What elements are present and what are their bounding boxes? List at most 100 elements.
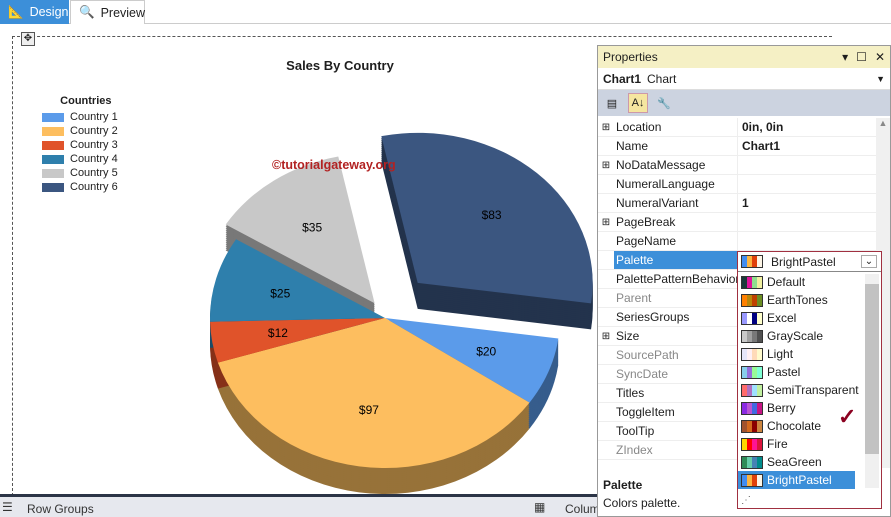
property-row[interactable]: ⊞ NoDataMessage xyxy=(598,156,876,175)
chevron-down-icon: ▼ xyxy=(876,73,885,84)
palette-swatch xyxy=(741,419,763,433)
palette-dropdown[interactable]: BrightPastel ⌄ Default EarthTones Excel Gra… xyxy=(737,251,882,509)
spacer xyxy=(598,137,614,155)
pie-slice[interactable] xyxy=(210,318,385,363)
palette-swatch xyxy=(741,437,763,451)
spacer xyxy=(598,251,614,269)
legend-item: Country 4 xyxy=(42,152,118,166)
pie-slice[interactable] xyxy=(217,318,530,468)
property-value[interactable] xyxy=(738,232,876,250)
property-row[interactable]: NumeralLanguage xyxy=(598,175,876,194)
maximize-icon[interactable]: ☐ xyxy=(856,50,867,64)
data-label: $25 xyxy=(270,287,290,301)
palette-swatch xyxy=(741,255,763,268)
spacer xyxy=(598,308,614,326)
object-selector[interactable]: Chart1 Chart ▼ xyxy=(598,68,890,90)
property-row[interactable]: Name Chart1 xyxy=(598,137,876,156)
alphabetical-icon[interactable]: A↓ xyxy=(628,93,648,113)
palette-option[interactable]: Berry xyxy=(738,399,881,417)
property-value[interactable]: 1 xyxy=(742,196,749,210)
property-description: Palette Colors palette. xyxy=(598,474,685,514)
palette-option[interactable]: Chocolate xyxy=(738,417,881,435)
spacer xyxy=(598,232,614,250)
object-type: Chart xyxy=(647,71,677,86)
legend-item: Country 1 xyxy=(42,110,118,124)
watermark: ©tutorialgateway.org xyxy=(272,158,396,172)
legend-item: Country 5 xyxy=(42,166,118,180)
palette-option[interactable]: SeaGreen xyxy=(738,453,881,471)
resize-grip-icon[interactable]: ⋰ xyxy=(741,495,751,506)
checkmark-annotation-icon: ✓ xyxy=(838,404,857,429)
tab-design[interactable]: 📐 Design xyxy=(0,0,69,24)
property-pages-icon[interactable]: 🔧 xyxy=(657,97,671,110)
expand-icon[interactable]: ⊞ xyxy=(601,216,611,228)
palette-option[interactable]: Light xyxy=(738,345,881,363)
palette-dropdown-value[interactable]: BrightPastel ⌄ xyxy=(738,252,881,272)
categorized-icon[interactable]: ▤ xyxy=(606,97,618,110)
pie-slice[interactable] xyxy=(385,318,559,403)
property-row[interactable]: ⊞ PageBreak xyxy=(598,213,876,232)
move-handle-icon[interactable]: ✥ xyxy=(21,32,35,46)
dropdown-icon[interactable]: ▾ xyxy=(842,50,849,64)
palette-option[interactable]: Fire xyxy=(738,435,881,453)
expand-icon[interactable]: ⊞ xyxy=(601,159,611,171)
legend-swatch xyxy=(42,168,64,178)
palette-swatch xyxy=(741,275,763,289)
pie-slice[interactable] xyxy=(210,239,385,322)
properties-title: Properties xyxy=(603,50,658,64)
close-icon[interactable]: ✕ xyxy=(874,50,885,64)
expand-icon[interactable]: ⊞ xyxy=(601,121,611,133)
spacer xyxy=(598,194,614,212)
palette-swatch xyxy=(741,311,763,325)
legend-swatch xyxy=(42,182,64,192)
legend-swatch xyxy=(42,126,64,136)
data-label: $97 xyxy=(359,403,379,417)
data-label: $35 xyxy=(302,220,322,234)
row-groups-label[interactable]: Row Groups xyxy=(27,502,94,516)
property-row[interactable]: ⊞ Location 0in, 0in xyxy=(598,118,876,137)
data-label: $12 xyxy=(268,326,288,340)
palette-swatch xyxy=(741,383,763,397)
spacer xyxy=(598,441,614,459)
column-groups-icon: ▦ xyxy=(534,500,546,514)
expand-icon[interactable]: ⊞ xyxy=(601,330,611,342)
properties-toolbar: ▤ A↓ 🔧 xyxy=(598,90,890,116)
description-text: Colors palette. xyxy=(603,496,681,510)
data-label: $83 xyxy=(482,208,502,222)
legend-title: Countries xyxy=(60,95,112,107)
pie-slice[interactable] xyxy=(381,132,593,304)
column-groups-label[interactable]: Colum xyxy=(565,502,600,516)
property-row[interactable]: PageName xyxy=(598,232,876,251)
spacer xyxy=(598,289,614,307)
spacer xyxy=(598,422,614,440)
palette-swatch xyxy=(741,401,763,415)
palette-swatch xyxy=(741,347,763,361)
property-value[interactable]: 0in, 0in xyxy=(742,120,784,134)
row-groups-icon: ☰ xyxy=(2,500,13,514)
palette-option[interactable]: BrightPastel xyxy=(738,471,855,489)
preview-icon: 🔍 xyxy=(79,5,95,19)
spacer xyxy=(598,403,614,421)
palette-option[interactable]: Excel xyxy=(738,309,881,327)
chart-title: Sales By Country xyxy=(286,58,394,73)
property-value[interactable] xyxy=(738,156,876,174)
palette-swatch xyxy=(741,293,763,307)
property-value[interactable] xyxy=(738,213,876,231)
palette-list-scrollbar[interactable] xyxy=(865,274,879,488)
palette-option[interactable]: EarthTones xyxy=(738,291,881,309)
property-value[interactable] xyxy=(738,175,876,193)
chevron-down-icon[interactable]: ⌄ xyxy=(861,255,877,268)
data-label: $20 xyxy=(476,344,496,358)
tab-preview[interactable]: 🔍 Preview xyxy=(70,0,145,24)
palette-option[interactable]: GrayScale xyxy=(738,327,881,345)
palette-option[interactable]: Pastel xyxy=(738,363,881,381)
pie-slice[interactable] xyxy=(225,156,375,304)
spacer xyxy=(598,384,614,402)
palette-option[interactable]: Default xyxy=(738,273,881,291)
properties-titlebar: Properties ▾ ☐ ✕ xyxy=(598,46,890,68)
property-row[interactable]: NumeralVariant 1 xyxy=(598,194,876,213)
chart-legend: Countries Country 1 Country 2 Country 3 Cou… xyxy=(42,95,118,194)
property-value[interactable]: Chart1 xyxy=(742,139,781,153)
palette-option[interactable]: SemiTransparent xyxy=(738,381,881,399)
